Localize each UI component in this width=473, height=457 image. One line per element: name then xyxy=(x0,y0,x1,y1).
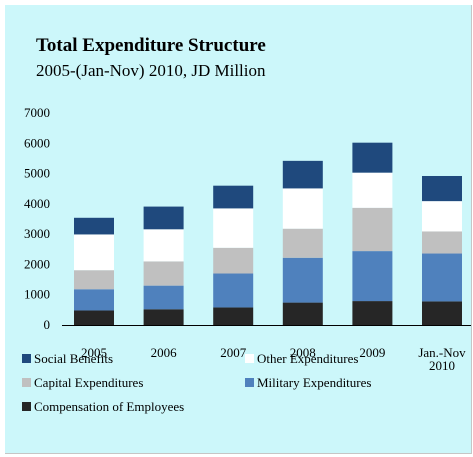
y-tick-label: 5000 xyxy=(24,166,50,181)
y-tick-label: 7000 xyxy=(24,105,50,120)
legend-item-capital-expenditures: Capital Expenditures xyxy=(22,375,143,391)
x-tick-label: 2009 xyxy=(359,345,385,360)
chart-title: Total Expenditure Structure xyxy=(36,35,266,56)
bar-segment-social-benefits xyxy=(422,175,462,202)
x-tick-label: 2006 xyxy=(151,345,178,360)
legend-swatch xyxy=(22,378,31,387)
legend-label: Social Benefits xyxy=(34,351,114,366)
bar-segment-compensation-of-employees xyxy=(143,309,184,325)
bar-segment-other-expenditures xyxy=(213,208,254,248)
bar-segment-social-benefits xyxy=(213,185,254,209)
bar-segment-other-expenditures xyxy=(422,201,462,232)
bar-segment-other-expenditures xyxy=(282,188,323,229)
chart-frame: Total Expenditure Structure 2005-(Jan-No… xyxy=(5,5,472,454)
y-tick-label: 0 xyxy=(44,317,51,332)
bar-segment-social-benefits xyxy=(74,217,114,235)
bar-segment-military-expenditures xyxy=(213,273,254,308)
legend-item-compensation-of-employees: Compensation of Employees xyxy=(22,399,184,415)
bar-segment-social-benefits xyxy=(352,142,393,173)
legend-swatch xyxy=(22,402,31,411)
y-tick-label: 4000 xyxy=(24,196,50,211)
bar-segment-military-expenditures xyxy=(143,285,184,310)
chart-plot: 0 1000 2000 3000 4000 5000 6000 7000 2005 2006 200… xyxy=(24,105,471,373)
bar-segment-compensation-of-employees xyxy=(282,302,323,325)
chart-subtitle: 2005-(Jan-Nov) 2010, JD Million xyxy=(36,61,266,80)
bar-segment-capital-expenditures xyxy=(352,207,393,252)
legend-label: Capital Expenditures xyxy=(34,375,144,390)
y-tick-label: 3000 xyxy=(24,226,50,241)
legend-swatch xyxy=(245,354,254,363)
legend-label: Compensation of Employees xyxy=(34,399,185,414)
bar-segment-compensation-of-employees xyxy=(422,301,462,325)
bar-segment-capital-expenditures xyxy=(74,270,114,290)
bar-segment-military-expenditures xyxy=(282,257,323,303)
bar-segment-capital-expenditures xyxy=(213,247,254,274)
legend-item-social-benefits: Social Benefits xyxy=(22,351,113,367)
bar-segment-capital-expenditures xyxy=(422,231,462,254)
legend-item-other-expenditures: Other Expenditures xyxy=(245,351,358,367)
bar-segment-social-benefits xyxy=(282,160,323,189)
legend-label: Other Expenditures xyxy=(257,351,359,366)
x-tick-label: 2007 xyxy=(220,345,247,360)
y-tick-label: 6000 xyxy=(24,135,50,150)
legend-item-military-expenditures: Military Expenditures xyxy=(245,375,371,391)
x-tick-label: Jan.-Nov 2010 xyxy=(418,345,466,373)
x-tick-label: 2005 xyxy=(81,345,107,360)
bar-segment-social-benefits xyxy=(143,206,184,230)
legend-swatch xyxy=(245,378,254,387)
legend-label: Military Expenditures xyxy=(257,375,372,390)
bar-segment-other-expenditures xyxy=(352,172,393,208)
bar-segment-compensation-of-employees xyxy=(352,301,393,325)
x-tick-label: 2008 xyxy=(290,345,316,360)
bar-segment-compensation-of-employees xyxy=(213,307,254,325)
bar-segment-other-expenditures xyxy=(74,234,114,271)
y-tick-label: 2000 xyxy=(24,256,50,271)
bar-segment-other-expenditures xyxy=(143,229,184,262)
bar-segment-capital-expenditures xyxy=(282,228,323,258)
y-tick-label: 1000 xyxy=(24,287,50,302)
bar-segment-capital-expenditures xyxy=(143,261,184,286)
bar-segment-compensation-of-employees xyxy=(74,310,114,325)
bar-segment-military-expenditures xyxy=(422,253,462,302)
bar-segment-military-expenditures xyxy=(74,289,114,311)
bar-segment-military-expenditures xyxy=(352,251,393,302)
legend-swatch xyxy=(22,354,31,363)
